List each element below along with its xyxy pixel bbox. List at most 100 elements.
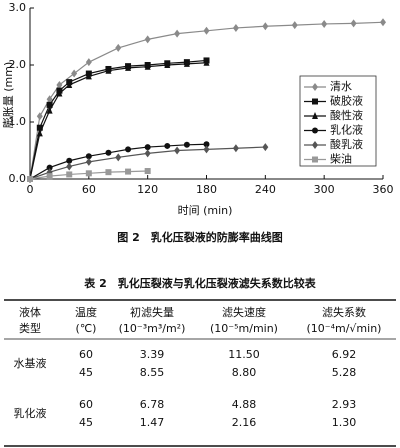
legend-label: 柴油 (330, 152, 352, 166)
y-tick-label: 1.0 (9, 115, 27, 128)
marker (66, 80, 73, 88)
marker (232, 23, 239, 32)
table-cell: 60 (79, 398, 93, 411)
legend-label: 酸性液 (330, 108, 363, 122)
marker (183, 141, 190, 148)
table-header: 液体 (19, 305, 41, 319)
figure-caption: 图 2 乳化压裂液的防膨率曲线图 (117, 230, 282, 244)
x-tick-label: 360 (373, 183, 394, 196)
marker (321, 19, 328, 28)
table-header: 温度 (75, 305, 97, 319)
series-line (29, 21, 384, 180)
legend-label: 清水 (330, 80, 352, 93)
marker (36, 124, 43, 131)
marker (203, 141, 210, 148)
table-cell: 2.93 (332, 398, 357, 411)
marker (312, 156, 318, 163)
marker (85, 170, 92, 177)
marker (312, 83, 318, 91)
marker (125, 168, 132, 175)
marker (174, 29, 181, 38)
marker (203, 58, 210, 66)
table-header: (10⁻³m³/m²) (119, 322, 186, 335)
table-cell: 4.88 (232, 398, 257, 411)
marker (71, 69, 78, 78)
marker (164, 61, 171, 68)
table-cell: 6.78 (140, 398, 165, 411)
marker (56, 80, 63, 89)
legend-label: 乳化液 (330, 123, 363, 137)
table-header: 初滤失量 (130, 305, 174, 319)
marker (85, 72, 92, 80)
marker (262, 143, 269, 152)
table-header: 滤失系数 (322, 306, 366, 319)
x-tick-label: 240 (255, 183, 276, 196)
marker (105, 149, 112, 156)
x-axis-label: 时间 (min) (178, 204, 233, 217)
table-cell: 5.28 (332, 366, 357, 379)
y-tick-label: 2.0 (9, 58, 27, 71)
legend-label: 破胶液 (330, 94, 363, 108)
marker (115, 153, 122, 162)
table-cell: 8.80 (232, 366, 257, 379)
table-cell: 3.39 (140, 348, 165, 361)
marker (291, 21, 298, 30)
table-cell: 1.47 (140, 416, 165, 429)
marker (144, 144, 151, 151)
table-cell: 11.50 (228, 348, 260, 361)
series-line (29, 59, 207, 180)
marker (125, 146, 132, 153)
y-tick-label: 3.0 (9, 1, 27, 14)
marker (85, 157, 92, 166)
marker (105, 169, 112, 176)
marker (232, 144, 239, 153)
legend-box (299, 75, 377, 167)
table-header: 类型 (19, 321, 41, 335)
marker (46, 95, 53, 104)
marker (115, 43, 122, 52)
table-title: 表 2 乳化压裂液与乳化压裂液滤失系数比较表 (83, 276, 316, 290)
marker (36, 129, 43, 137)
marker (350, 19, 357, 28)
table-cell: 6.92 (332, 348, 357, 361)
marker (174, 146, 181, 155)
x-tick-label: 180 (196, 183, 217, 196)
table-cell: 45 (79, 416, 93, 429)
marker (36, 112, 43, 121)
table-cell: 45 (79, 366, 93, 379)
marker (312, 98, 318, 105)
x-tick-label: 300 (314, 183, 335, 196)
table-cell: 8.55 (140, 366, 165, 379)
x-tick-label: 120 (137, 183, 158, 196)
series-line (29, 143, 207, 180)
y-tick-label: 0.0 (9, 172, 27, 185)
marker (312, 141, 318, 149)
marker (262, 22, 269, 31)
marker (105, 66, 112, 74)
marker (46, 173, 53, 180)
marker (46, 106, 53, 114)
marker (183, 59, 190, 67)
table-header: (℃) (76, 322, 97, 335)
marker (66, 162, 73, 171)
marker (312, 127, 318, 134)
marker (144, 149, 151, 158)
marker (144, 35, 151, 44)
x-tick-label: 60 (82, 183, 96, 196)
marker (66, 157, 73, 164)
marker (46, 164, 53, 171)
marker (380, 18, 386, 27)
marker (85, 58, 92, 67)
legend-label: 酸乳液 (330, 137, 363, 151)
series-line (29, 146, 266, 180)
table-header: (10⁻⁴m/√min) (307, 322, 382, 335)
marker (203, 26, 210, 35)
table-group: 水基液 (14, 356, 47, 370)
table-header: (10⁻⁵m/min) (210, 322, 278, 335)
marker (164, 142, 171, 149)
marker (46, 101, 53, 108)
marker (312, 112, 318, 119)
marker (56, 89, 63, 97)
marker (144, 168, 151, 175)
